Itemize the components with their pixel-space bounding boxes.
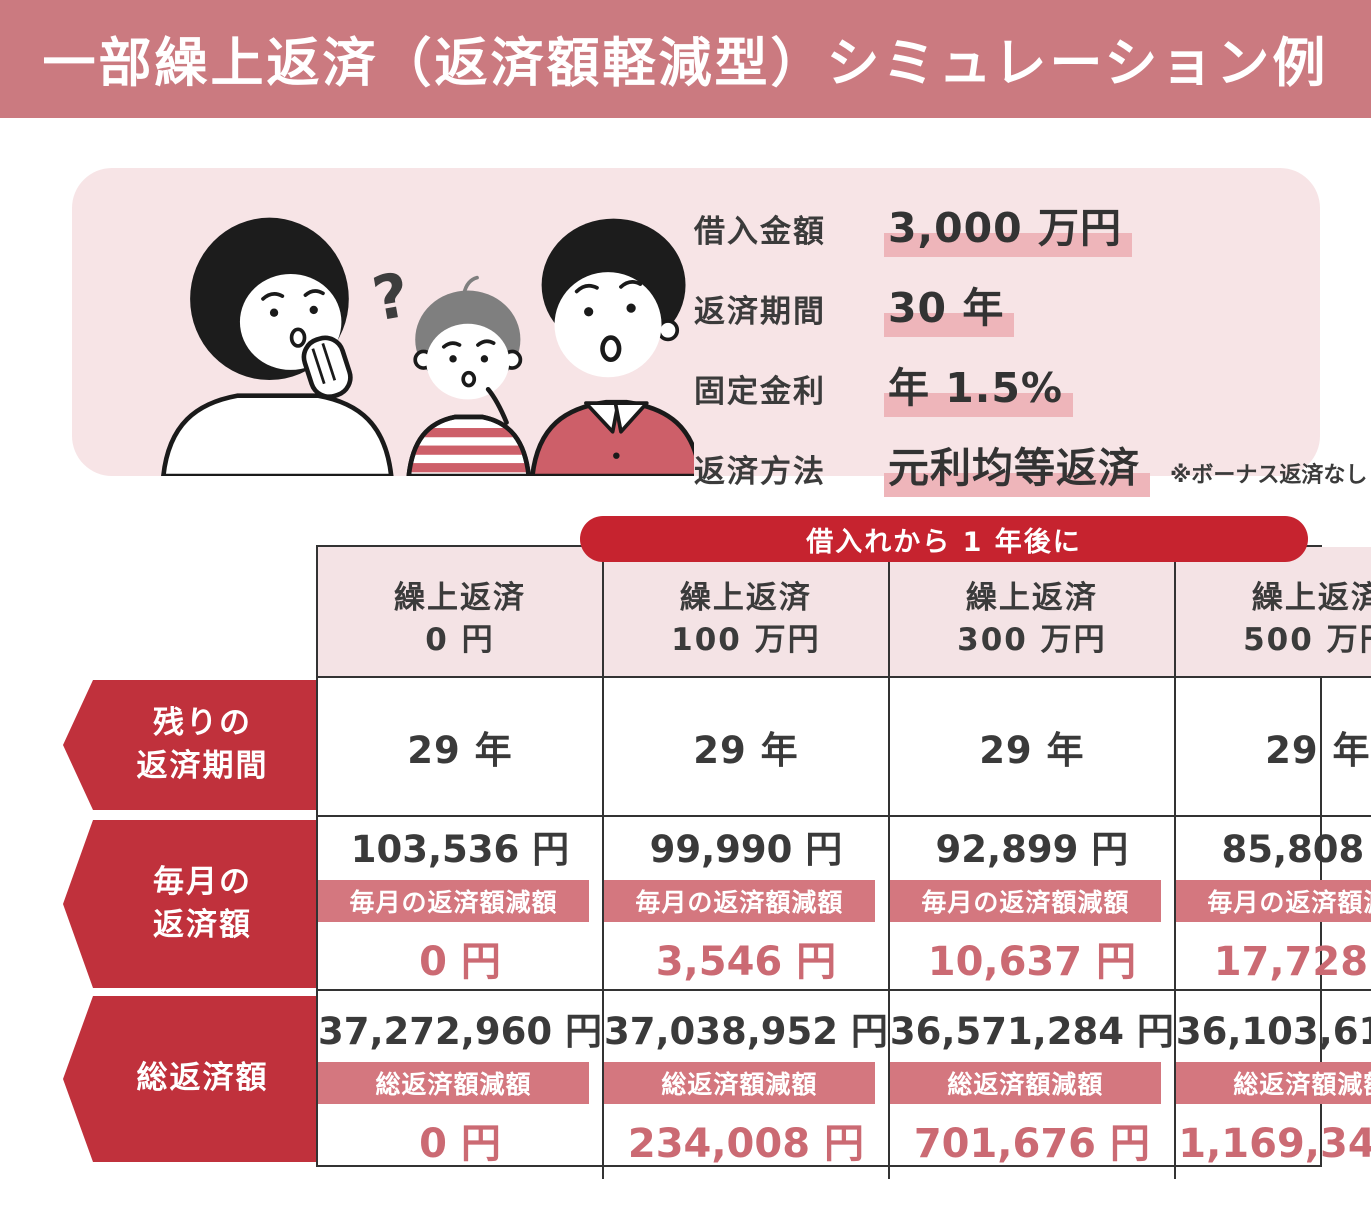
loan-condition-label: 返済期間	[694, 294, 826, 330]
column-header-line: 100 万円	[671, 621, 821, 658]
row-label-monthly-payment: 毎月の 返済額	[63, 820, 316, 988]
total-reduction-band: 総返済額減額	[603, 1062, 875, 1104]
loan-condition-item: 借入金額 3,000 万円	[694, 194, 1367, 257]
column-header-prepay-300: 繰上返済 300 万円	[887, 547, 1174, 676]
loan-condition-label: 借入金額	[694, 214, 826, 250]
remaining-period-value: 29 年	[693, 728, 799, 772]
column-header-line: 繰上返済	[1251, 579, 1371, 616]
column-header-prepay-100: 繰上返済 100 万円	[601, 547, 888, 676]
loan-conditions-panel: ?	[72, 168, 1367, 497]
table-cell-total-100: 37,038,952 円 総返済額減額 234,008 円	[601, 989, 888, 1179]
column-header-line: 500 万円	[1243, 621, 1371, 658]
simulation-table: 繰上返済 0 円 繰上返済 100 万円 繰上返済 300 万円 繰上返済 50…	[316, 545, 1371, 1179]
total-reduction-value: 0 円	[419, 1121, 501, 1167]
monthly-reduction-band: 毎月の返済額減額	[603, 880, 875, 922]
row-label-line: 返済期間	[136, 748, 269, 784]
timing-callout-text: 借入れから 1 年後に	[806, 526, 1082, 558]
remaining-period-value: 29 年	[407, 728, 513, 772]
total-reduction-value: 1,169,344 円	[1178, 1121, 1371, 1167]
monthly-reduction-value: 0 円	[419, 939, 501, 985]
table-cell-remaining-100: 29 年	[601, 676, 888, 815]
page-title: 一部繰上返済（返済額軽減型）シミュレーション例	[42, 33, 1329, 94]
monthly-reduction-band: 毎月の返済額減額	[318, 880, 589, 922]
loan-condition-label: 固定金利	[694, 374, 826, 410]
child-figure	[406, 275, 532, 476]
monthly-reduction-value: 3,546 円	[655, 939, 837, 985]
row-label-remaining-period: 残りの 返済期間	[63, 680, 316, 810]
table-cell-remaining-300: 29 年	[887, 676, 1174, 815]
monthly-amount: 99,990 円	[649, 828, 843, 871]
total-amount: 36,103,616 円	[1175, 1010, 1371, 1053]
row-label-total-payment: 総返済額	[63, 996, 316, 1162]
remaining-period-value: 29 年	[1265, 728, 1371, 772]
column-header-line: 繰上返済	[393, 579, 526, 616]
remaining-period-value: 29 年	[979, 728, 1085, 772]
table-cell-monthly-300: 92,899 円 毎月の返済額減額 10,637 円	[887, 815, 1174, 989]
column-header-line: 0 円	[425, 621, 495, 658]
total-reduction-band: 総返済額減額	[318, 1062, 589, 1104]
question-mark-icon: ?	[367, 260, 414, 336]
row-label-line: 返済額	[153, 907, 252, 943]
table-cell-monthly-500: 85,808 円 毎月の返済額減額 17,728 円	[1173, 815, 1371, 989]
loan-condition-item: 返済方法 元利均等返済 ※ボーナス返済なし	[694, 434, 1367, 497]
loan-condition-item: 固定金利 年 1.5%	[694, 354, 1367, 417]
father-figure	[530, 218, 694, 476]
monthly-reduction-band: 毎月の返済額減額	[1175, 880, 1371, 922]
column-header-line: 繰上返済	[965, 579, 1098, 616]
timing-callout-badge: 借入れから 1 年後に	[580, 516, 1308, 562]
monthly-reduction-value: 10,637 円	[927, 939, 1137, 985]
table-cell-total-0: 37,272,960 円 総返済額減額 0 円	[318, 989, 602, 1179]
loan-condition-value: 年 1.5%	[884, 354, 1073, 417]
loan-condition-note: ※ボーナス返済なし	[1170, 463, 1368, 488]
table-cell-remaining-500: 29 年	[1173, 676, 1371, 815]
table-cell-remaining-0: 29 年	[318, 676, 602, 815]
monthly-amount: 85,808 円	[1221, 828, 1371, 871]
loan-condition-value: 3,000 万円	[884, 194, 1132, 257]
loan-condition-item: 返済期間 30 年	[694, 274, 1367, 337]
monthly-reduction-band: 毎月の返済額減額	[889, 880, 1161, 922]
total-reduction-band: 総返済額減額	[889, 1062, 1161, 1104]
column-header-prepay-500: 繰上返済 500 万円	[1173, 547, 1371, 676]
monthly-amount: 92,899 円	[935, 828, 1129, 871]
total-amount: 37,038,952 円	[603, 1010, 888, 1053]
title-banner: 一部繰上返済（返済額軽減型）シミュレーション例	[0, 0, 1371, 118]
total-amount: 37,272,960 円	[318, 1010, 602, 1053]
total-reduction-value: 701,676 円	[913, 1121, 1150, 1167]
table-cell-total-500: 36,103,616 円 総返済額減額 1,169,344 円	[1173, 989, 1371, 1179]
column-header-line: 繰上返済	[679, 579, 812, 616]
mother-figure	[161, 217, 394, 476]
monthly-reduction-value: 17,728 円	[1213, 939, 1371, 985]
column-header-line: 300 万円	[957, 621, 1107, 658]
row-label-line: 毎月の	[153, 863, 252, 900]
table-cell-total-300: 36,571,284 円 総返済額減額 701,676 円	[887, 989, 1174, 1179]
column-header-prepay-0: 繰上返済 0 円	[318, 547, 602, 676]
monthly-amount: 103,536 円	[350, 828, 570, 871]
total-reduction-value: 234,008 円	[627, 1121, 864, 1167]
total-amount: 36,571,284 円	[889, 1010, 1174, 1053]
table-cell-monthly-100: 99,990 円 毎月の返済額減額 3,546 円	[601, 815, 888, 989]
loan-condition-value: 元利均等返済	[884, 434, 1150, 497]
family-illustration-icon: ?	[161, 217, 694, 476]
row-label-line: 総返済額	[136, 1060, 269, 1097]
loan-condition-value: 30 年	[884, 274, 1015, 337]
total-reduction-band: 総返済額減額	[1175, 1062, 1371, 1104]
table-cell-monthly-0: 103,536 円 毎月の返済額減額 0 円	[318, 815, 602, 989]
loan-conditions-list: 借入金額 3,000 万円 返済期間 30 年 固定金利 年 1.5% 返済方法…	[694, 194, 1367, 497]
loan-condition-label: 返済方法	[694, 454, 826, 490]
row-label-line: 残りの	[153, 704, 252, 741]
